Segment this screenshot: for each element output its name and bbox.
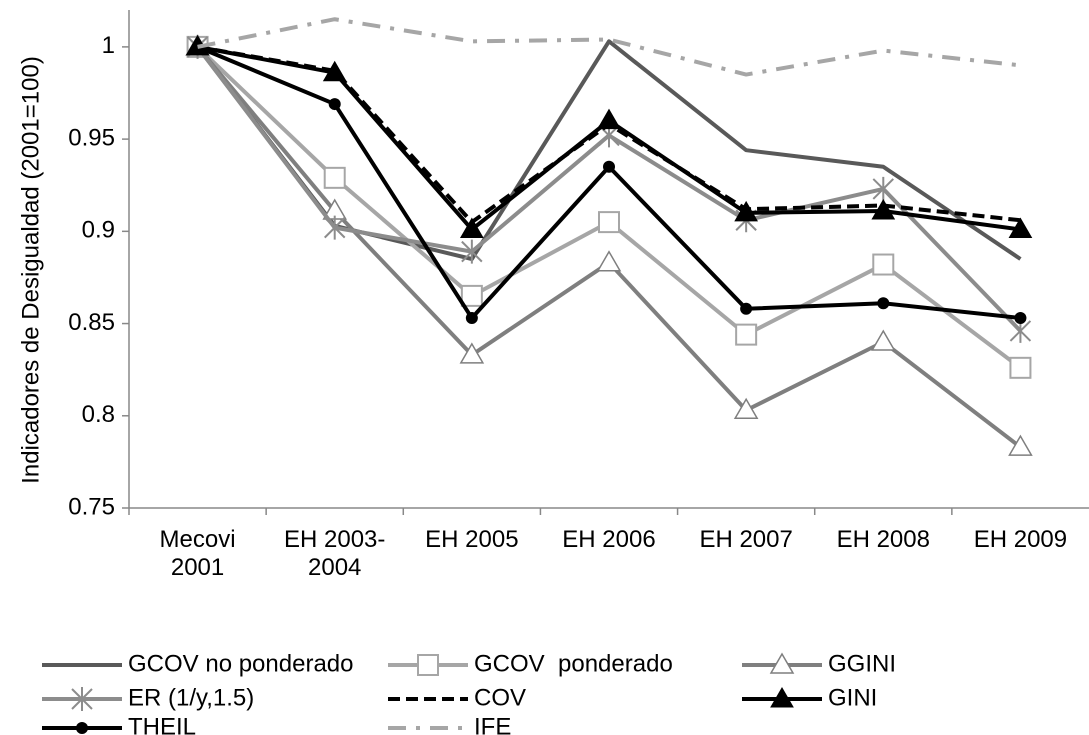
marker [1009,356,1032,379]
legend-label: GCOV no ponderado [128,650,353,677]
y-tick-label: 0.8 [82,401,115,428]
y-tick-label: 0.9 [82,217,115,244]
legend-label: COV [474,684,526,711]
marker [324,215,346,240]
series-line [196,45,1022,449]
marker [596,250,622,272]
legend-label: ER (1/y,1.5) [128,684,254,711]
x-tick-label: EH 2008 [836,526,930,553]
x-tick-label: EH 2006 [562,526,656,553]
legend-label: GCOV ponderado [474,650,673,677]
y-tick-label: 0.85 [68,309,115,336]
x-tick-label-box: EH 2008 [836,526,930,553]
legend-label: GINI [828,684,877,711]
marker [769,652,795,674]
series-line [195,45,1022,333]
x-tick-label-box: EH 2009 [973,526,1068,553]
marker [871,199,896,220]
marker [872,176,894,201]
marker [322,60,347,82]
legend-label: GGINI [828,650,896,677]
marker [459,342,485,364]
legend-label: IFE [474,713,511,735]
y-tick-label: 1 [102,32,115,59]
x-tick-label: EH 2003-2004 [284,526,386,581]
marker [735,323,758,346]
marker [598,211,620,234]
y-tick-label: 0.95 [68,124,115,151]
x-tick-label-box: EH 2003-2004 [284,526,386,581]
marker [733,397,759,419]
marker [877,297,890,310]
marker [1008,434,1033,456]
x-tick-label-box: EH 2005 [425,526,519,553]
y-axis-label: Indicadores de Desigualdad (2001=100) [17,56,44,484]
x-tick-label: EH 2007 [699,526,793,553]
marker [328,98,341,111]
marker [1008,217,1033,238]
marker [71,687,93,711]
marker [459,217,484,238]
x-tick-label-box: Mecovi 2001 [159,526,236,581]
legend-label: THEIL [128,713,196,735]
marker [1014,312,1027,325]
marker [740,302,753,315]
x-tick-label-box: EH 2007 [699,526,793,553]
marker [770,687,794,708]
marker [734,200,759,222]
marker [323,166,346,189]
marker [603,160,615,173]
marker [870,329,896,351]
marker [76,722,88,734]
marker [872,253,895,276]
marker [460,284,483,307]
marker [597,108,621,130]
marker [465,312,478,325]
marker [417,654,439,676]
x-tick-label-box: EH 2006 [562,526,656,553]
series-line [197,17,1021,77]
marker [461,239,483,264]
x-tick-label: Mecovi 2001 [159,526,236,581]
x-tick-label: EH 2009 [973,526,1068,553]
y-tick-label: 0.75 [68,493,115,520]
x-tick-label: EH 2005 [425,526,519,553]
